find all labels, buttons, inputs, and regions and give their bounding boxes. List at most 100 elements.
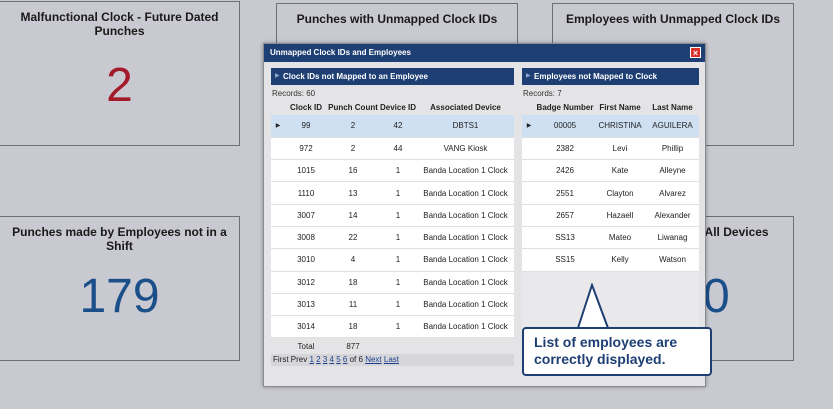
cell: DBTS1: [417, 115, 514, 138]
indicator-header: [271, 99, 285, 115]
cell: 00005: [536, 115, 594, 138]
table-row[interactable]: 3007 14 1 Banda Location 1 Clock: [271, 204, 514, 227]
cell: Mateo: [594, 226, 646, 250]
cell: 2382: [536, 137, 594, 161]
pager-next[interactable]: Next: [365, 354, 382, 364]
pager-page-5[interactable]: 5: [336, 354, 341, 364]
table-row[interactable]: 2551 Clayton Alvarez: [522, 181, 699, 205]
tile-future-dated-punches[interactable]: Malfunctional Clock - Future Dated Punch…: [0, 1, 240, 146]
table-row[interactable]: 2382 Levi Phillip: [522, 137, 699, 161]
cell: 3007: [285, 204, 327, 227]
table-row[interactable]: ▶ 00005 CHRISTINA AGUILERA: [522, 115, 699, 138]
pager-page-6[interactable]: 6: [342, 354, 348, 364]
row-indicator-icon: ▶: [522, 115, 536, 138]
col-header-device-id[interactable]: Device ID: [379, 99, 417, 115]
row-indicator: [271, 181, 285, 205]
right-records-count: Records: 7: [523, 89, 562, 98]
cell: 14: [327, 204, 379, 227]
row-indicator-icon: ▶: [271, 115, 285, 138]
total-value: 877: [327, 337, 379, 354]
clock-id-table: Clock ID Punch Count Device ID Associate…: [271, 99, 514, 354]
collapse-arrow-icon[interactable]: ▶: [275, 73, 280, 79]
collapse-arrow-icon[interactable]: ▶: [526, 73, 531, 79]
cell: SS15: [536, 248, 594, 272]
cell: 3012: [285, 271, 327, 294]
col-header-badge-number[interactable]: Badge Number: [536, 99, 594, 115]
unmapped-modal: Unmapped Clock IDs and Employees × ▶ Clo…: [263, 43, 706, 387]
table-row[interactable]: 3010 4 1 Banda Location 1 Clock: [271, 248, 514, 272]
table-row[interactable]: 2657 Hazaell Alexander: [522, 204, 699, 227]
cell: 1: [379, 204, 417, 227]
table-row[interactable]: 2426 Kate Alleyne: [522, 159, 699, 183]
cell: Alexander: [646, 204, 699, 227]
cell: 1110: [285, 181, 327, 205]
tile-title: Punches with Unmapped Clock IDs: [296, 12, 498, 26]
total-spacer: [271, 337, 285, 354]
cell: Kelly: [594, 248, 646, 272]
cell: 2: [327, 137, 379, 161]
row-indicator: [271, 271, 285, 294]
cell: 1: [379, 248, 417, 272]
table-row[interactable]: 3012 18 1 Banda Location 1 Clock: [271, 271, 514, 294]
pager-first[interactable]: First: [273, 354, 289, 364]
row-indicator: [522, 137, 536, 161]
cell: 1: [379, 293, 417, 317]
callout-pointer: [577, 283, 609, 329]
cell: Banda Location 1 Clock: [417, 181, 514, 205]
cell: 18: [327, 271, 379, 294]
employee-table: Badge Number First Name Last Name ▶ 00005…: [522, 99, 699, 272]
table-row[interactable]: SS15 Kelly Watson: [522, 248, 699, 272]
table-row[interactable]: 3008 22 1 Banda Location 1 Clock: [271, 226, 514, 250]
col-header-punch-count[interactable]: Punch Count: [327, 99, 379, 115]
left-panel-header[interactable]: ▶ Clock IDs not Mapped to an Employee: [271, 68, 514, 85]
row-indicator: [522, 181, 536, 205]
table-row[interactable]: 1110 13 1 Banda Location 1 Clock: [271, 181, 514, 205]
col-header-first-name[interactable]: First Name: [594, 99, 646, 115]
pager-page-3[interactable]: 3: [322, 354, 328, 364]
table-row[interactable]: SS13 Mateo Liwanag: [522, 226, 699, 250]
table-row[interactable]: 972 2 44 VANG Kiosk: [271, 137, 514, 161]
tile-value: 0: [703, 270, 730, 323]
table-row[interactable]: 1015 16 1 Banda Location 1 Clock: [271, 159, 514, 183]
close-icon[interactable]: ×: [690, 47, 701, 58]
cell: 44: [379, 137, 417, 161]
cell: Alvarez: [646, 181, 699, 205]
table-row[interactable]: 3013 11 1 Banda Location 1 Clock: [271, 293, 514, 317]
table-row[interactable]: 3014 18 1 Banda Location 1 Clock: [271, 315, 514, 339]
total-spacer: [417, 337, 514, 354]
row-indicator: [522, 226, 536, 250]
cell: 1: [379, 181, 417, 205]
cell: 42: [379, 115, 417, 138]
row-indicator: [271, 204, 285, 227]
tile-title: Employees with Unmapped Clock IDs: [565, 12, 781, 26]
col-header-clock-id[interactable]: Clock ID: [285, 99, 327, 115]
tile-title: Punches made by Employees not in a Shift: [12, 225, 227, 253]
right-panel-header[interactable]: ▶ Employees not Mapped to Clock: [522, 68, 699, 85]
tile-punches-not-in-shift[interactable]: Punches made by Employees not in a Shift…: [0, 216, 240, 361]
indicator-header: [522, 99, 536, 115]
cell: Banda Location 1 Clock: [417, 271, 514, 294]
cell: Kate: [594, 159, 646, 183]
cell: CHRISTINA: [594, 115, 646, 138]
cell: 13: [327, 181, 379, 205]
pager-page-4[interactable]: 4: [329, 354, 334, 364]
table-row[interactable]: ▶ 99 2 42 DBTS1: [271, 115, 514, 138]
cell: 3014: [285, 315, 327, 339]
cell: 22: [327, 226, 379, 250]
cell: 4: [327, 248, 379, 272]
row-indicator: [271, 226, 285, 250]
cell: Alleyne: [646, 159, 699, 183]
pager-page-2[interactable]: 2: [316, 354, 321, 364]
cell: Banda Location 1 Clock: [417, 293, 514, 317]
pager-prev[interactable]: Prev: [290, 354, 308, 364]
col-header-last-name[interactable]: Last Name: [646, 99, 699, 115]
col-header-associated-device[interactable]: Associated Device: [417, 99, 514, 115]
cell: 3008: [285, 226, 327, 250]
row-indicator: [522, 204, 536, 227]
cell: Banda Location 1 Clock: [417, 248, 514, 272]
row-indicator: [271, 248, 285, 272]
pager-last[interactable]: Last: [383, 354, 399, 364]
right-panel: ▶ Employees not Mapped to Clock Records:…: [522, 68, 699, 370]
pager-page-1[interactable]: 1: [309, 354, 314, 364]
callout-line-2: correctly displayed.: [534, 351, 666, 367]
